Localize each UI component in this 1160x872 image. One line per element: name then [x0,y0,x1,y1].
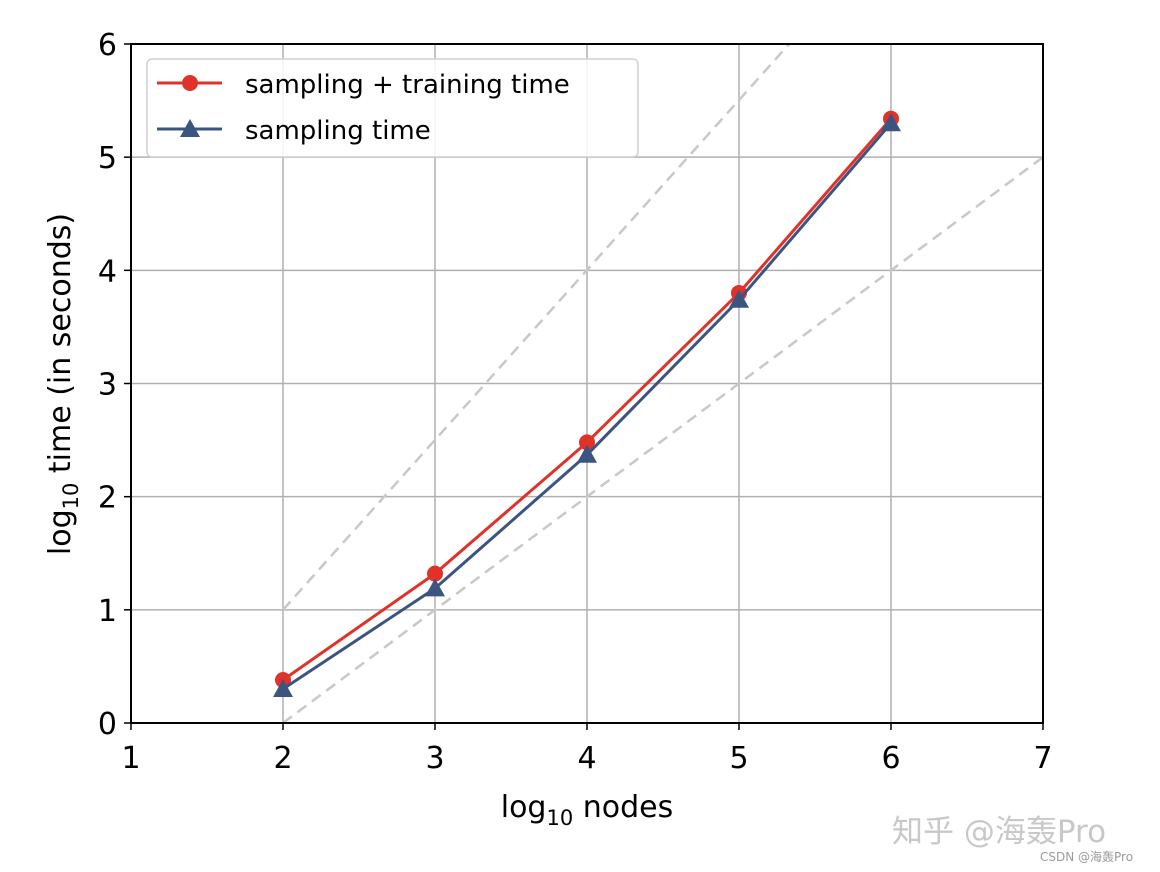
data-series [273,110,901,698]
legend-item-sampling-training: sampling + training time [157,70,570,100]
data-point [577,444,597,463]
legend-label: sampling + training time [245,70,570,100]
legend-label: sampling time [245,116,431,146]
zhihu-watermark: 知乎 @海轰Pro [892,814,1107,850]
y-tick-label: 1 [98,594,117,629]
x-tick-label: 6 [881,741,900,776]
triangle-marker-icon [180,119,200,137]
data-point [881,113,901,132]
x-tick-label: 1 [121,741,140,776]
data-point [579,434,595,451]
data-point [729,289,749,308]
y-tick-label: 0 [98,707,117,742]
x-tick-label: 4 [577,741,596,776]
y-axis-label: log10 time (in seconds) [43,213,83,555]
x-axis-label: log10 nodes [501,790,674,830]
data-point [273,679,293,698]
x-tick-label: 7 [1033,741,1052,776]
y-tick-label: 5 [98,141,117,176]
y-tick-label: 6 [98,28,117,63]
data-point [427,565,443,582]
x-tick-label: 2 [273,741,292,776]
legend-item-sampling: sampling time [157,116,431,146]
x-tick-label: 5 [729,741,748,776]
y-tick-label: 3 [98,368,117,403]
legend: sampling + training time sampling time [146,58,639,158]
x-tick-label: 3 [425,741,444,776]
reference-lines [282,43,1044,725]
reference-line [282,156,1044,725]
circle-marker-icon [182,75,198,91]
data-point [425,578,445,597]
series-sampling [273,113,901,698]
reference-line [282,43,791,611]
csdn-watermark: CSDN @海轰Pro [1040,850,1134,864]
legend-box [146,58,639,158]
y-tick-label: 2 [98,481,117,516]
y-tick-label: 4 [98,254,117,289]
